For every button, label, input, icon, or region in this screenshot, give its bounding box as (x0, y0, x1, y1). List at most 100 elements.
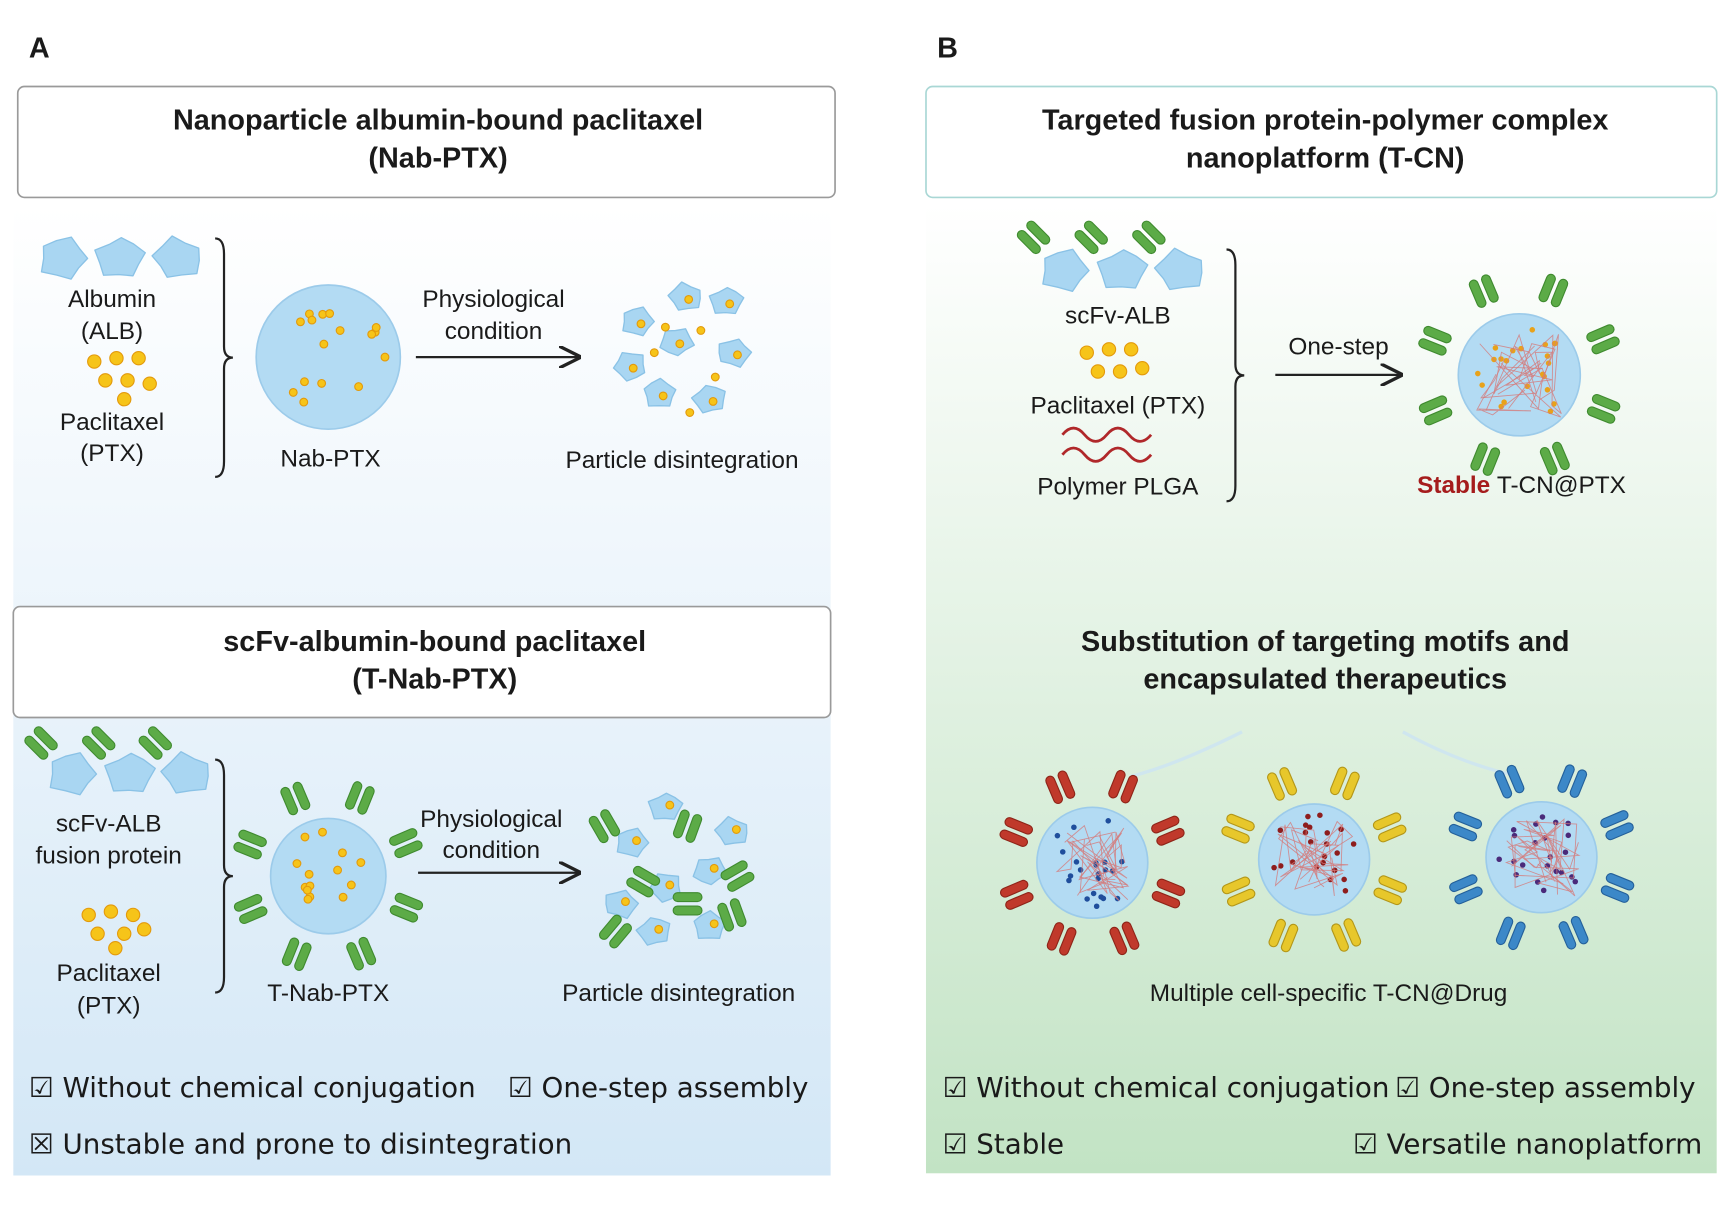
paclitaxel-dot (319, 339, 329, 349)
antibody (1000, 879, 1034, 910)
antibody-arm (1005, 892, 1034, 910)
paclitaxel-dot (665, 800, 675, 810)
antibody (1558, 915, 1589, 950)
drug-dot (1475, 370, 1481, 377)
drug-dot (1324, 830, 1331, 836)
antibody-arm (632, 865, 661, 886)
paclitaxel-dot (675, 339, 685, 349)
drug-dot (1102, 867, 1109, 873)
antibody-arm (1468, 279, 1487, 308)
antibody-arm (1141, 220, 1166, 245)
antibody-arm (1586, 406, 1616, 424)
antibody-arm (233, 841, 262, 860)
antibody (1470, 442, 1501, 476)
caption: Multiple cell-specific T-CN@Drug (1150, 980, 1508, 1007)
polymer-chain (1064, 824, 1128, 894)
product-emphasis: Stable (1417, 472, 1490, 499)
antibody-arm (626, 877, 654, 898)
antibody (344, 781, 375, 815)
drug-dot (1341, 876, 1347, 883)
drug-dot (1073, 859, 1080, 865)
title-box (12, 605, 832, 719)
antibody (1329, 766, 1360, 801)
paclitaxel-dot (665, 880, 675, 890)
antibody-arm (1605, 873, 1635, 891)
drug-dot (1350, 841, 1357, 847)
paclitaxel-dot (304, 869, 314, 879)
antibody (626, 865, 661, 898)
antibody-arm (600, 809, 621, 837)
drug-dot (1277, 827, 1284, 834)
component-label: Paclitaxel (PTX) (1030, 392, 1205, 419)
product-label: Nab-PTX (280, 446, 380, 473)
drug-dot (1539, 814, 1546, 820)
paclitaxel-dot (346, 880, 356, 890)
antibody (1045, 770, 1076, 805)
paclitaxel-dot (136, 922, 152, 937)
albumin (1096, 249, 1149, 289)
paclitaxel-dot (380, 352, 390, 362)
antibody-arm (1378, 875, 1407, 893)
drug-dot (1544, 387, 1551, 393)
antibody-arm (672, 809, 690, 839)
albumin (49, 752, 98, 796)
antibody (233, 893, 268, 925)
antibody-arm (1268, 918, 1286, 948)
antibody-arm (1045, 775, 1064, 805)
component-label: (PTX) (77, 992, 141, 1019)
paclitaxel-dot (685, 408, 695, 417)
polymer-chain (1479, 334, 1559, 410)
antibody-arm (1494, 770, 1513, 799)
paclitaxel-dot (90, 926, 105, 941)
component-label: Polymer PLGA (1037, 473, 1199, 500)
paclitaxel-dot (120, 373, 135, 388)
polymer-chain (1514, 345, 1542, 403)
antibody-arm (1057, 770, 1076, 799)
drug-dot (1084, 896, 1090, 902)
section-title: (T-Nab-PTX) (352, 664, 517, 696)
drug-dot (1090, 890, 1097, 897)
antibody-arm (1151, 890, 1181, 909)
antibody-arm (1570, 915, 1589, 945)
drug-dot (1054, 832, 1061, 839)
plga-wave (1061, 446, 1153, 463)
drug-dot (1307, 839, 1314, 845)
polymer-chain (1506, 840, 1579, 893)
antibody-arm (1059, 927, 1077, 956)
outcome-label: Particle disintegration (562, 980, 795, 1007)
drug-dot (1551, 401, 1557, 407)
polymer-chain (1536, 819, 1579, 871)
albumin (94, 236, 146, 277)
paclitaxel-dot (109, 350, 124, 366)
antibody-arm (33, 726, 58, 751)
drug-dot (1544, 353, 1551, 359)
drug-dot (1510, 827, 1517, 833)
arrow-label: Physiological (422, 286, 564, 313)
antibody-arm (720, 860, 748, 881)
paclitaxel-dot (325, 309, 335, 318)
drug-dot (1511, 832, 1518, 839)
drug-dot (1067, 873, 1074, 879)
antibody (81, 726, 116, 760)
paclitaxel-dot (292, 859, 302, 868)
drug-dot (1098, 894, 1104, 900)
paclitaxel-dot (98, 373, 113, 388)
polymer-chain (1514, 838, 1576, 897)
albumin (1153, 247, 1203, 291)
paclitaxel-dot (354, 382, 364, 392)
paclitaxel-dot (649, 348, 659, 358)
antibody (389, 828, 423, 859)
antibody-arm (1000, 879, 1029, 898)
antibody-arm (1373, 887, 1402, 906)
polymer-chain (1482, 345, 1535, 399)
section-title: scFv-albumin-bound paclitaxel (223, 626, 646, 658)
drug-dot (1071, 824, 1077, 831)
antibody (1373, 875, 1407, 906)
paclitaxel-dot (318, 827, 327, 837)
component-label: scFv-ALB (1065, 303, 1171, 330)
drug-dot (1513, 871, 1519, 878)
antibody-arm (1221, 826, 1250, 844)
antibody-arm (294, 942, 312, 971)
antibody-arm (1156, 827, 1185, 846)
